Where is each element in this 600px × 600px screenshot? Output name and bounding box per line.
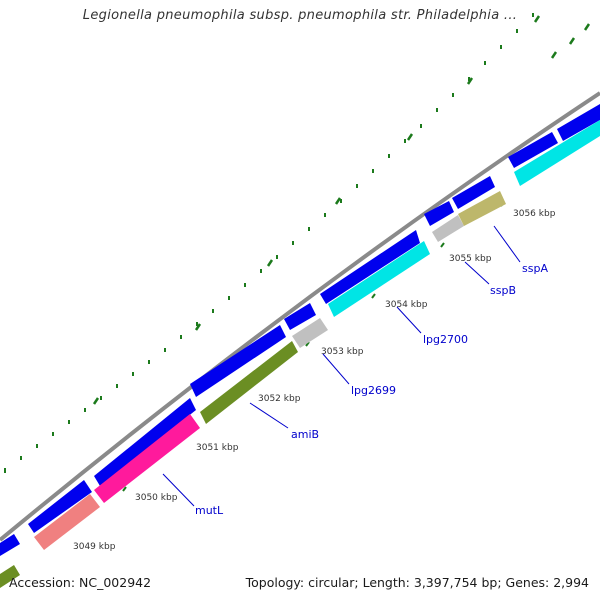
- gene-bar-amiB: [200, 341, 298, 424]
- tick-label: 3053 kbp: [321, 347, 364, 357]
- gene-bar-lpg2699: [292, 318, 328, 348]
- forward-gene-track: [0, 104, 600, 556]
- gene-bar-sspB: [432, 215, 464, 242]
- gene-leader-lines: [162, 225, 521, 507]
- backbone-ring: [0, 91, 600, 542]
- outer-tick-ring-major: [92, 15, 591, 405]
- accession-text: Accession: NC_002942: [9, 575, 152, 590]
- tick-label: 3049 kbp: [73, 542, 116, 552]
- tick-label: 3054 kbp: [385, 300, 428, 310]
- gene-label-sspB[interactable]: sspB: [490, 284, 516, 297]
- gene-bar-olive-left: [0, 565, 20, 588]
- tick-label: 3052 kbp: [258, 394, 301, 404]
- gene-label-lpg2699[interactable]: lpg2699: [351, 384, 396, 397]
- gene-label-amiB[interactable]: amiB: [291, 428, 319, 441]
- gene-bar-pink-salmon: [34, 494, 100, 550]
- gene-label-sspA[interactable]: sspA: [522, 262, 548, 275]
- tick-label: 3056 kbp: [513, 209, 556, 219]
- topology-text: Topology: circular; Length: 3,397,754 bp…: [245, 575, 589, 590]
- tick-label: 3051 kbp: [196, 443, 239, 453]
- map-title: Legionella pneumophila subsp. pneumophil…: [82, 8, 518, 23]
- gene-bar-cyan-right: [514, 120, 600, 186]
- gene-bar-mutL: [94, 414, 200, 503]
- gene-bar-sspA: [458, 191, 506, 226]
- tick-label: 3055 kbp: [449, 254, 492, 264]
- tick-label: 3050 kbp: [135, 493, 178, 503]
- gene-label-mutL[interactable]: mutL: [195, 504, 224, 517]
- gene-label-lpg2700[interactable]: lpg2700: [423, 333, 468, 346]
- gene-bar-lpg2700: [328, 241, 430, 317]
- gene-mutL-bar: [94, 414, 200, 503]
- outer-tick-ring: [4, 13, 534, 473]
